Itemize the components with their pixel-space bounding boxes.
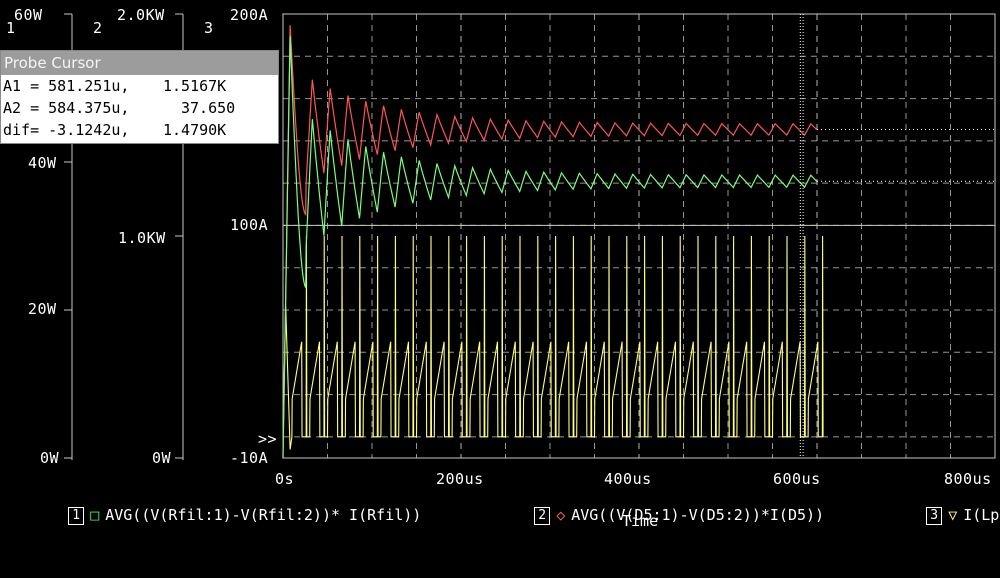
- x-axis-title: Time: [622, 512, 659, 530]
- square-marker-icon: □: [90, 506, 100, 524]
- axis-pointer: >>: [258, 430, 278, 448]
- probe-a2-value: 37.650: [181, 99, 236, 117]
- probe-dif-label: dif= -3.1242u,: [3, 121, 130, 139]
- plot-window: 1 60W 2 2.0KW 3 200A 40W 20W 0W 1.0KW 0W…: [0, 6, 1000, 530]
- axis2-tick-0w: 0W: [152, 449, 172, 467]
- probe-a2-label: A2 = 584.375u,: [3, 99, 130, 117]
- x-tick-600us: 600us: [773, 470, 821, 488]
- trace-i-lp: [282, 235, 824, 450]
- trace-legend: 1 □ AVG((V(Rfil:1)-V(Rfil:2))* I(Rfil)) 2 ◇…: [4, 488, 1000, 525]
- legend-text-2: AVG((V(D5:1)-V(D5:2))*I(D5)): [571, 506, 825, 524]
- x-tick-400us: 400us: [604, 470, 652, 488]
- axis1-tick-20w: 20W: [28, 300, 57, 318]
- probe-cursor-panel[interactable]: Probe Cursor A1 = 581.251u, 1.5167K A2 = …: [0, 50, 279, 144]
- axis3-top-label: 200A: [230, 6, 269, 24]
- probe-a1-label: A1 = 581.251u,: [3, 77, 130, 95]
- axis1-tick-0w: 0W: [40, 449, 60, 467]
- triangle-marker-icon: ▽: [948, 506, 958, 524]
- legend-item-3[interactable]: 3 ▽ I(Lp): [872, 488, 1000, 543]
- plot-number-3: 3: [204, 19, 214, 37]
- probe-cursor-title[interactable]: Probe Cursor: [1, 51, 278, 75]
- legend-item-1[interactable]: 1 □ AVG((V(Rfil:1)-V(Rfil:2))* I(Rfil)): [14, 488, 421, 543]
- axis3-tick-100a: 100A: [230, 216, 269, 234]
- probe-dif-value: 1.4790K: [163, 121, 227, 139]
- legend-text-1: AVG((V(Rfil:1)-V(Rfil:2))* I(Rfil)): [105, 506, 422, 524]
- probe-row-a1: A1 = 581.251u, 1.5167K: [1, 75, 278, 97]
- axis1-tick-40w: 40W: [28, 154, 57, 172]
- legend-text-3: I(Lp): [963, 506, 1000, 524]
- x-tick-0s: 0s: [275, 470, 295, 488]
- plot-svg: [64, 13, 996, 460]
- x-tick-200us: 200us: [436, 470, 484, 488]
- plot-number-2: 2: [93, 19, 103, 37]
- x-tick-800us: 800us: [944, 470, 992, 488]
- legend-index-2: 2: [534, 506, 551, 525]
- axis2-top-label: 2.0KW: [117, 6, 165, 24]
- trace-avg-d5-power: [282, 25, 818, 459]
- diamond-marker-icon: ◇: [556, 506, 566, 524]
- probe-row-dif: dif= -3.1242u, 1.4790K: [1, 119, 278, 141]
- legend-index-1: 1: [68, 506, 85, 525]
- trace-avg-rfil-power: [282, 36, 818, 459]
- probe-a1-value: 1.5167K: [163, 77, 227, 95]
- probe-row-a2: A2 = 584.375u, 37.650: [1, 97, 278, 119]
- axis3-tick-neg10a: -10A: [230, 449, 269, 467]
- legend-index-3: 3: [926, 506, 943, 525]
- axis1-top-label: 60W: [14, 6, 43, 24]
- plot-number-1: 1: [6, 19, 16, 37]
- legend-item-2[interactable]: 2 ◇ AVG((V(D5:1)-V(D5:2))*I(D5)): [480, 488, 824, 543]
- axis2-tick-1kw: 1.0KW: [118, 229, 166, 247]
